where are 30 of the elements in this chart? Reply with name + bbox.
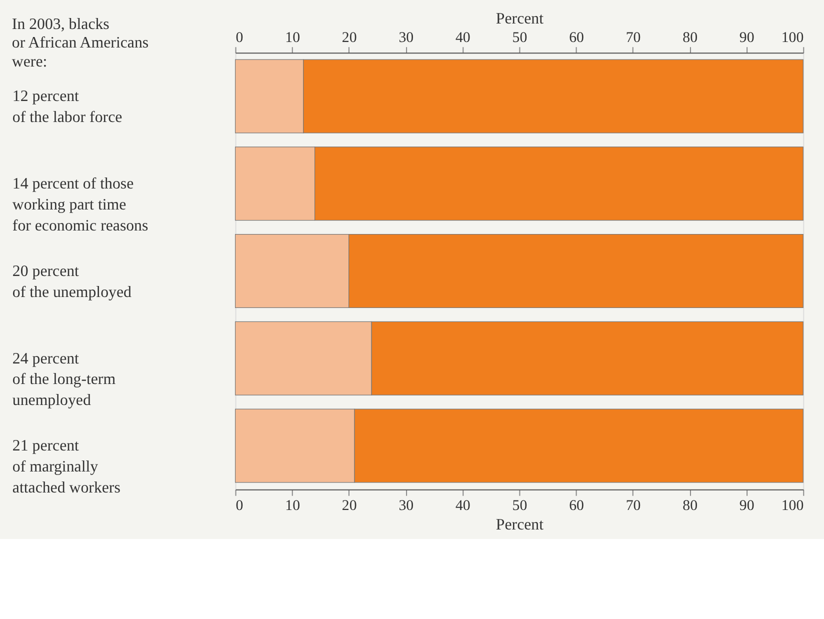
x-tick-label: 80 (682, 498, 698, 514)
y-tick-label: 20 percent of the unemployed (12, 262, 132, 301)
x-axis-title: Percent (496, 516, 544, 534)
x2-tick-label: 50 (512, 30, 528, 46)
x-tick-label: 60 (569, 498, 584, 514)
x-tick-label: 50 (512, 498, 528, 514)
x-tick-label: 20 (342, 498, 357, 514)
x2-tick-label: 20 (342, 30, 357, 46)
y-tick-label: 24 percent of the long-term unemployed (12, 350, 116, 410)
x2-tick-label: 80 (682, 30, 698, 46)
x-tick-label: 100 (781, 498, 804, 514)
x2-tick-label: 40 (455, 30, 470, 46)
x-tick-label: 30 (398, 498, 414, 514)
y-tick-label: 12 percent of the labor force (12, 88, 122, 126)
x2-tick-label: 0 (236, 30, 244, 46)
x-tick-label: 0 (236, 498, 244, 514)
x2-tick-label: 100 (781, 30, 804, 46)
x2-tick-label: 60 (569, 30, 584, 46)
x2-axis-title: Percent (496, 10, 544, 28)
x2-tick-label: 70 (626, 30, 641, 46)
y-axis-title: In 2003, blacks or African Americans were: (12, 16, 149, 70)
x-tick-label: 90 (739, 498, 754, 514)
y-tick-label: 14 percent of those working part time for economic reasons (12, 176, 148, 234)
x2-tick-label: 10 (285, 30, 300, 46)
x-tick-label: 70 (626, 498, 641, 514)
y-tick-label: 21 percent of marginally attached workers (12, 438, 120, 496)
x2-tick-label: 30 (398, 30, 414, 46)
x2-tick-label: 90 (739, 30, 754, 46)
x-tick-label: 40 (455, 498, 470, 514)
x-tick-label: 10 (285, 498, 300, 514)
